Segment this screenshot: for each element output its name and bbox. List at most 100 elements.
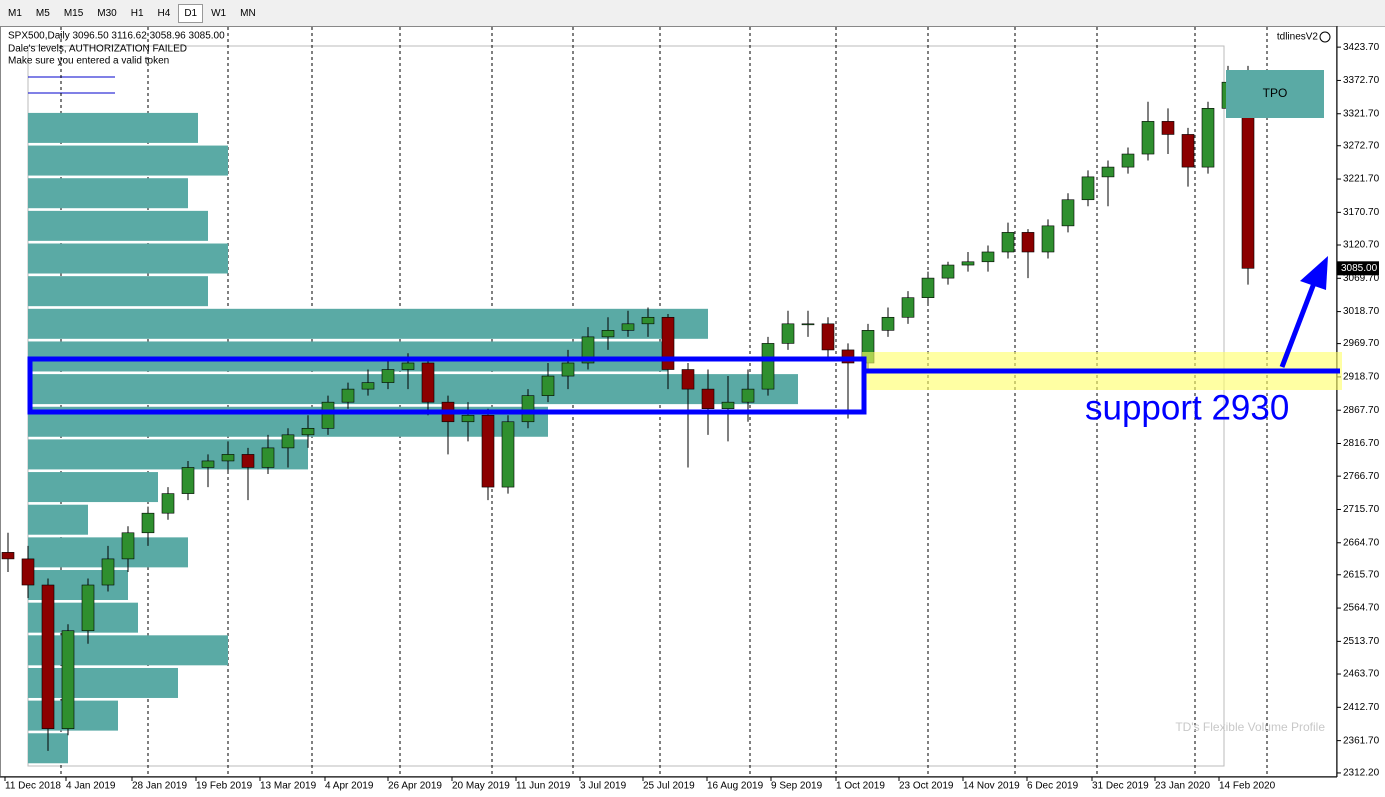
y-tick-label: 2816.70	[1343, 438, 1380, 449]
y-tick-label: 2615.70	[1343, 569, 1380, 580]
candle-body	[721, 401, 735, 410]
timeframe-button[interactable]: M5	[35, 7, 50, 19]
candle-body	[321, 401, 335, 429]
profile-bar	[28, 635, 228, 666]
toolbar: M1 M5 M15 M30 H1 H4 D1 W1 MN	[0, 0, 1385, 27]
candle-body	[1201, 108, 1215, 168]
profile-bar	[28, 210, 208, 241]
chart: 3423.70 3372.70 3321.70 3272.70 3221.70 3170.…	[0, 26, 1380, 792]
candle-body	[361, 382, 375, 390]
y-tick-label: 3272.70	[1343, 140, 1380, 151]
timeframe-button[interactable]: H1	[130, 7, 144, 19]
candle-body	[541, 375, 555, 396]
y-tick-label: 3221.70	[1343, 174, 1380, 185]
profile-bar	[28, 504, 88, 535]
x-tick-label: 14 Feb 2020	[1219, 781, 1276, 792]
profile-bar	[28, 374, 798, 405]
candle-body	[1161, 121, 1175, 135]
y-tick-label: 3321.70	[1343, 108, 1380, 119]
x-tick-label: 31 Dec 2019	[1092, 781, 1149, 792]
timeframe-button[interactable]: M15	[63, 7, 84, 19]
profile-bar	[28, 472, 158, 503]
candle-body	[961, 261, 975, 266]
candle-body	[181, 467, 195, 494]
candle-body	[1101, 166, 1115, 178]
x-tick-label: 28 Jan 2019	[132, 781, 187, 792]
arrow-head	[1300, 256, 1328, 290]
candle-body	[741, 388, 755, 403]
y-tick-label: 2312.20	[1343, 768, 1380, 779]
candle-body	[501, 421, 515, 488]
candle-body	[581, 336, 595, 364]
candle-body	[801, 323, 815, 326]
candle-body	[1061, 199, 1075, 227]
y-tick-label: 2918.70	[1343, 372, 1380, 383]
candle-body	[821, 323, 835, 351]
candle-body	[381, 369, 395, 383]
x-tick-label: 3 Jul 2019	[580, 781, 627, 792]
candle-body	[1141, 121, 1155, 155]
x-tick-label: 1 Oct 2019	[836, 781, 885, 792]
candle-body	[941, 264, 955, 279]
tpo-label: TPO	[1263, 86, 1288, 100]
candle-body	[121, 532, 135, 560]
tpo-box	[1226, 70, 1324, 118]
candle-body	[1021, 232, 1035, 253]
y-tick-label: 2513.70	[1343, 636, 1380, 647]
timeframe-button[interactable]: D1	[178, 3, 204, 23]
timeframe-button[interactable]: M1	[8, 7, 22, 19]
candle-body	[221, 454, 235, 462]
y-tick-label: 2867.70	[1343, 405, 1380, 416]
x-tick-label: 4 Apr 2019	[325, 781, 374, 792]
candle-body	[61, 630, 75, 729]
candle-body	[1081, 176, 1095, 201]
x-tick-label: 26 Apr 2019	[388, 781, 442, 792]
candle-body	[701, 388, 715, 410]
y-tick-label: 3069.70	[1343, 273, 1380, 284]
candle-body	[1181, 134, 1195, 168]
candle-body	[921, 277, 935, 298]
candle-body	[341, 388, 355, 403]
x-tick-label: 23 Oct 2019	[899, 781, 954, 792]
candle-body	[421, 362, 435, 403]
candle-body	[1, 552, 15, 560]
candle-body	[621, 323, 635, 331]
support-box	[27, 356, 867, 415]
last-price-label: 3085.00	[1341, 263, 1378, 274]
y-tick-label: 3170.70	[1343, 207, 1380, 218]
timeframe-button[interactable]: H4	[157, 7, 171, 19]
y-tick-label: 2715.70	[1343, 504, 1380, 515]
x-tick-label: 11 Dec 2018	[5, 781, 61, 792]
y-tick-label: 3120.70	[1343, 240, 1380, 251]
decorations	[28, 76, 115, 94]
timeframe-button[interactable]: M30	[97, 7, 117, 19]
y-tick-label: 2463.70	[1343, 669, 1380, 680]
candle-body	[661, 316, 675, 370]
chart-note: Dale's levels, AUTHORIZATION FAILED	[8, 44, 187, 55]
candle-body	[21, 558, 35, 586]
timeframe-button[interactable]: W1	[211, 7, 227, 19]
chart-header: SPX500,Daily 3096.50 3116.62 3058.96 308…	[8, 31, 225, 42]
x-tick-label: 9 Sep 2019	[771, 781, 823, 792]
profile-bar	[28, 112, 198, 143]
candle-body	[401, 362, 415, 370]
y-tick-label: 2969.70	[1343, 338, 1380, 349]
timeframe-button[interactable]: MN	[240, 7, 256, 19]
candle-body	[641, 316, 655, 325]
candle-body	[761, 343, 775, 390]
x-tick-label: 20 May 2019	[452, 781, 510, 792]
y-tick-label: 3372.70	[1343, 75, 1380, 86]
y-tick-label: 2361.70	[1343, 735, 1380, 746]
chart-note: Make sure you entered a valid token	[8, 56, 169, 67]
last-price-box	[1337, 261, 1379, 276]
x-tick-label: 23 Jan 2020	[1155, 781, 1210, 792]
x-tick-label: 13 Mar 2019	[260, 781, 317, 792]
candle-body	[1041, 225, 1055, 253]
candle-body	[41, 584, 55, 729]
profile-bar	[28, 178, 188, 209]
profile-bar	[28, 308, 708, 339]
candle-body	[261, 447, 275, 468]
candle-body	[461, 414, 475, 423]
x-tick-label: 11 Jun 2019	[516, 781, 571, 792]
profile-bar	[28, 145, 228, 176]
